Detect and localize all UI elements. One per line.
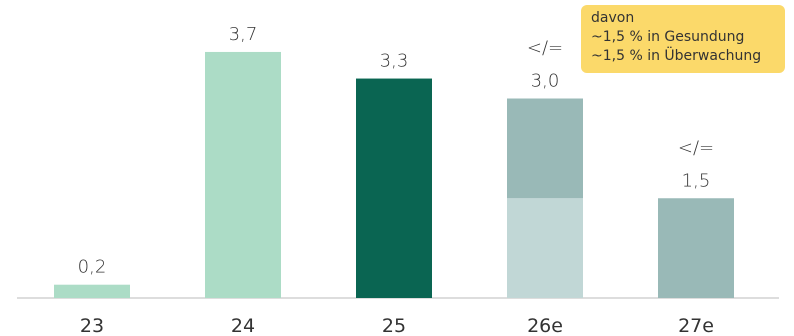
- x-tick-label: 25: [382, 315, 406, 336]
- bar: [658, 198, 734, 298]
- bar: [356, 78, 432, 298]
- data-label-prefix: </=: [527, 38, 563, 59]
- x-tick-label: 23: [80, 315, 104, 336]
- data-label: 0,2: [78, 257, 107, 278]
- x-tick-label: 24: [231, 315, 255, 336]
- data-label: 3,7: [229, 24, 258, 45]
- data-label-prefix: </=: [678, 137, 714, 158]
- data-label: 3,3: [380, 51, 409, 72]
- x-tick-label: 26e: [527, 315, 563, 336]
- annotation-line: ~1,5 % in Überwachung: [591, 48, 762, 64]
- bar-segment-upper: [507, 98, 583, 199]
- bar: [205, 51, 281, 299]
- annotation-line: davon: [591, 10, 635, 26]
- bar-segment-lower: [507, 198, 583, 298]
- annotation-box: davon ~1,5 % in Gesundung ~1,5 % in Über…: [581, 5, 785, 73]
- data-label: 1,5: [682, 170, 711, 191]
- annotation-line: ~1,5 % in Gesundung: [591, 29, 745, 45]
- bar: [54, 284, 130, 298]
- x-tick-label: 27e: [678, 315, 714, 336]
- data-label: 3,0: [531, 71, 560, 92]
